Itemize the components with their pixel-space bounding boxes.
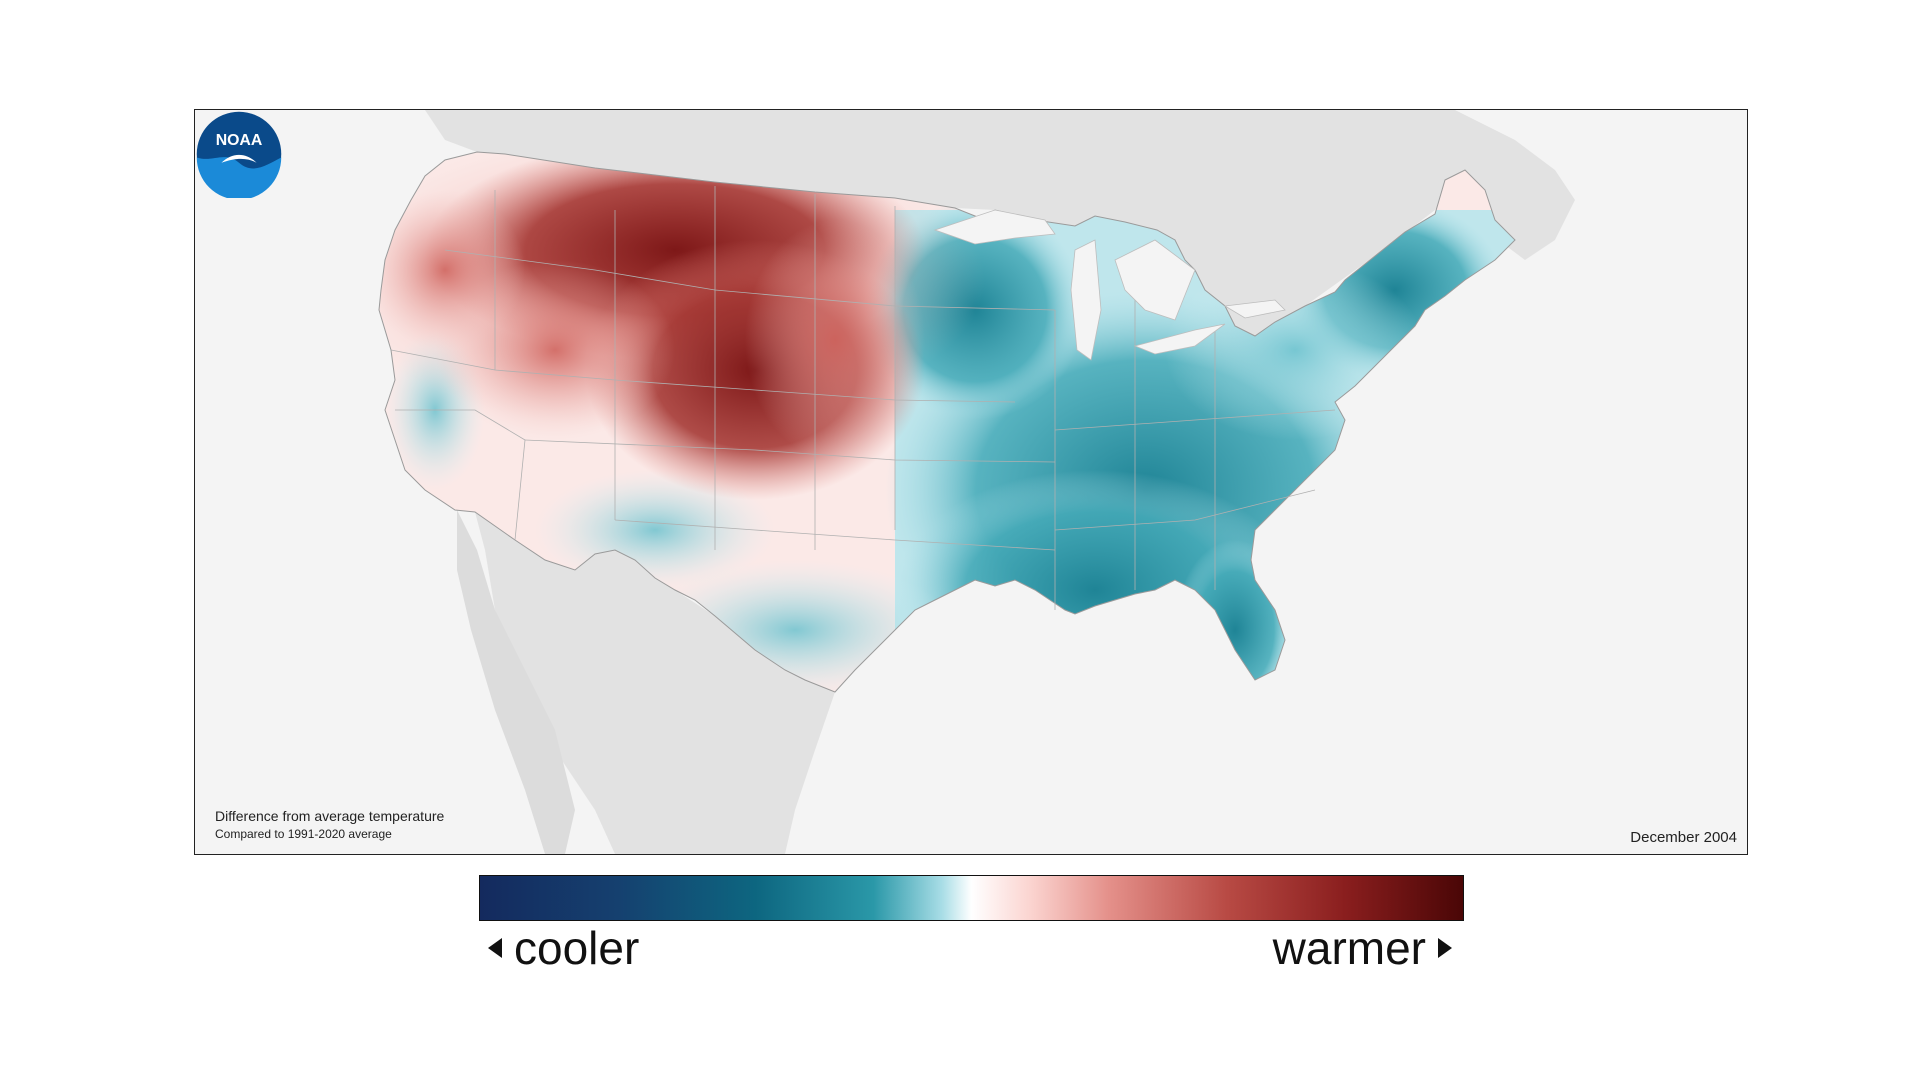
canada-landmass [405, 110, 1747, 336]
map-canvas [378, 110, 1747, 854]
us-border [378, 151, 1516, 693]
great-lakes [933, 209, 1286, 361]
cooler-label: cooler [488, 918, 639, 978]
cooler-text: cooler [514, 922, 640, 974]
date-label: December 2004 [1630, 829, 1737, 846]
temperature-anomaly-map: NOAA Difference from average temperature… [194, 109, 1748, 855]
baja-peninsula [457, 510, 575, 854]
caption-title: Difference from average temperature [215, 808, 445, 824]
noaa-logo: NOAA [196, 111, 282, 198]
colorbar-legend [479, 875, 1464, 921]
warmer-label: warmer [1273, 918, 1452, 978]
noaa-logo-text: NOAA [216, 132, 263, 149]
state-boundaries [390, 186, 1336, 610]
warmer-text: warmer [1272, 922, 1426, 974]
arrow-left-icon [488, 938, 502, 958]
mexico-landmass [475, 512, 835, 854]
map-caption: Difference from average temperature Comp… [215, 807, 444, 842]
arrow-right-icon [1438, 938, 1452, 958]
caption-subtitle: Compared to 1991-2020 average [215, 827, 392, 841]
